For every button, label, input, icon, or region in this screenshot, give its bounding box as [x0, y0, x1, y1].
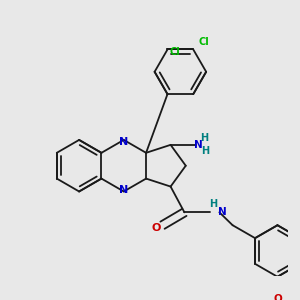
Text: Cl: Cl	[199, 37, 210, 47]
Text: H: H	[209, 199, 217, 209]
Text: N: N	[119, 184, 128, 195]
Text: N: N	[218, 207, 226, 217]
Text: H: H	[202, 146, 210, 156]
Text: Cl: Cl	[169, 47, 180, 57]
Text: O: O	[273, 294, 282, 300]
Text: N: N	[119, 137, 128, 147]
Text: O: O	[152, 223, 161, 233]
Text: N: N	[194, 140, 203, 150]
Text: H: H	[200, 134, 208, 143]
